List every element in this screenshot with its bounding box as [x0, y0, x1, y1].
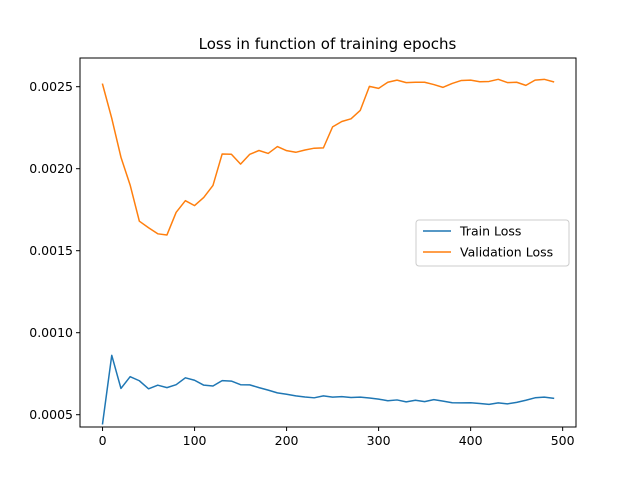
series-line-train-loss — [101, 354, 555, 425]
y-tick-label: 0.0020 — [29, 161, 73, 176]
x-tick-label: 500 — [551, 433, 575, 448]
plot-lines — [101, 78, 555, 425]
y-axis: 0.0005 0.0010 0.0015 0.0020 0.0025 — [29, 79, 80, 422]
x-tick-label: 100 — [183, 433, 207, 448]
y-tick-label: 0.0025 — [29, 79, 73, 94]
x-tick-label: 300 — [367, 433, 391, 448]
legend-box — [415, 219, 570, 267]
axes-frame — [79, 57, 577, 428]
x-tick-label: 0 — [99, 433, 107, 448]
x-tick-label: 400 — [459, 433, 483, 448]
chart-title: Loss in function of training epochs — [199, 35, 457, 53]
legend-label-validation: Validation Loss — [460, 245, 553, 260]
series-line-validation-loss — [101, 78, 555, 236]
legend: Train Loss Validation Loss — [415, 219, 570, 267]
legend-label-train: Train Loss — [459, 224, 521, 239]
y-tick-label: 0.0010 — [29, 325, 73, 340]
x-tick-label: 200 — [275, 433, 299, 448]
y-tick-label: 0.0015 — [29, 243, 73, 258]
y-tick-label: 0.0005 — [29, 407, 73, 422]
x-axis: 0 100 200 300 400 500 — [99, 427, 575, 448]
